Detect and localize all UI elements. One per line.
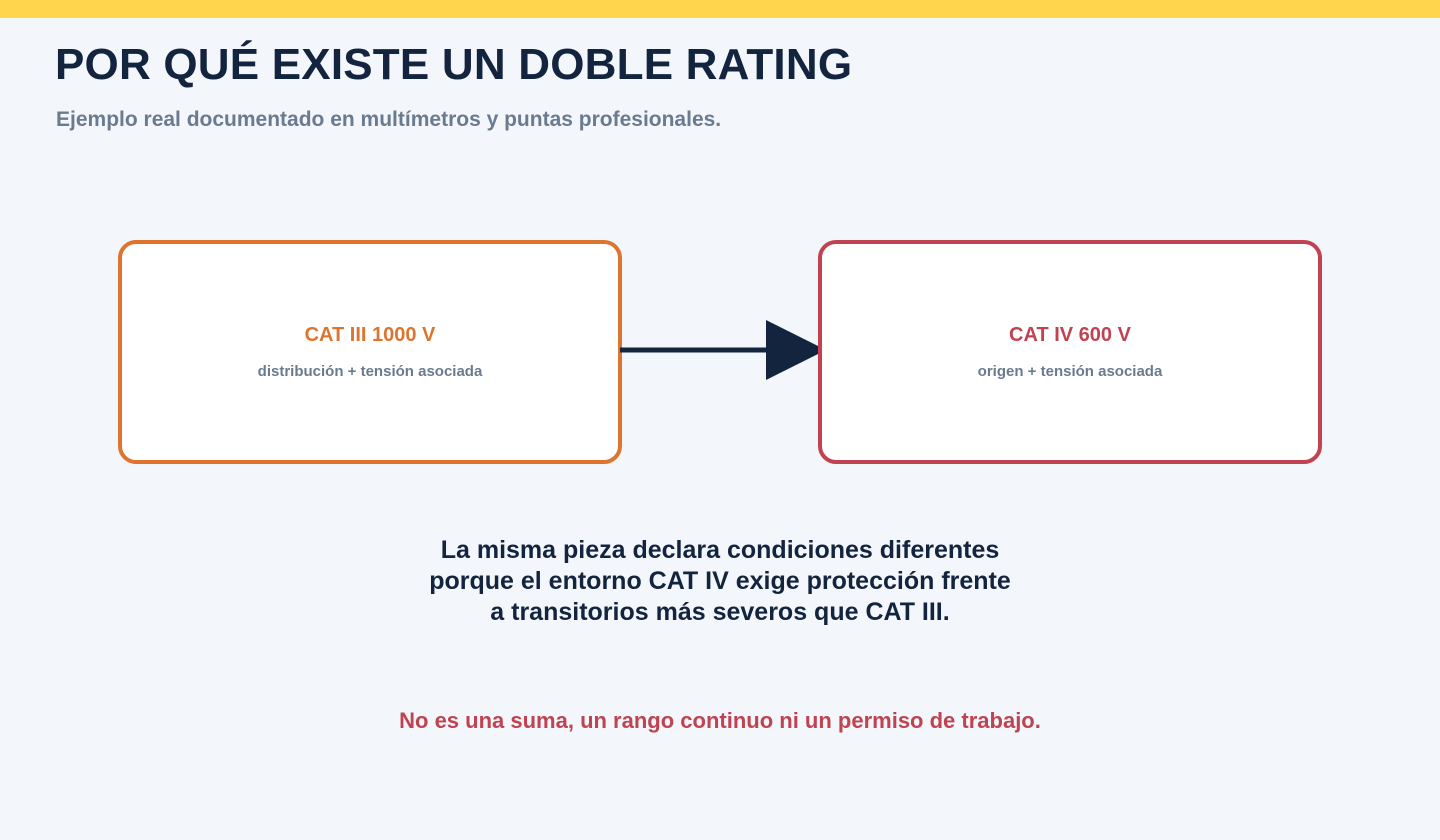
arrow-head: [766, 320, 826, 380]
page-subtitle: Ejemplo real documentado en multímetros …: [56, 108, 722, 131]
arrow-right-icon: [620, 320, 826, 380]
explanation-text: La misma pieza declara condiciones difer…: [320, 535, 1120, 628]
warning-note: No es una suma, un rango continuo ni un …: [399, 708, 1041, 733]
cat-iv-description: origen + tensión asociada: [977, 363, 1163, 380]
top-accent-bar: [0, 0, 1440, 18]
cat-iii-description: distribución + tensión asociada: [257, 363, 483, 380]
cat-iii-title: CAT III 1000 V: [304, 324, 436, 346]
page-title: POR QUÉ EXISTE UN DOBLE RATING: [55, 40, 853, 89]
cat-iv-title: CAT IV 600 V: [1009, 324, 1131, 346]
explanation-line-3: a transitorios más severos que CAT III.: [490, 598, 950, 626]
explanation-line-1: La misma pieza declara condiciones difer…: [440, 536, 1000, 564]
cat-iii-box: CAT III 1000 V distribución + tensión as…: [118, 240, 622, 464]
explanation-line-2: porque el entorno CAT IV exige protecció…: [429, 567, 1011, 595]
cat-iv-box: CAT IV 600 V origen + tensión asociada: [818, 240, 1322, 464]
